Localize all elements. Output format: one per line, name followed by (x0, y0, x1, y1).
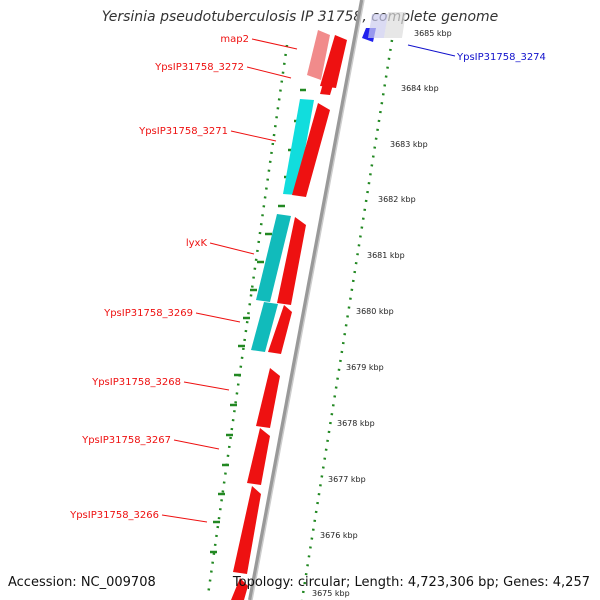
tick-label: 3684 kbp (401, 84, 439, 93)
backbone-line-shadow (251, 0, 365, 600)
gene-label-3269: YpsIP31758_3269 (103, 308, 193, 319)
gene-label-3274: YpsIP31758_3274 (456, 52, 546, 63)
gene-label-3266: YpsIP31758_3266 (69, 510, 159, 521)
cds-block-3269 (251, 302, 278, 352)
gene-label-map2: map2 (220, 34, 249, 45)
leader-lines (161, 38, 456, 523)
cds-block-3271 (283, 99, 314, 195)
reverse-gene-faded (368, 14, 388, 38)
gene-arrow-bottom (231, 578, 248, 600)
gene-arrow-3271 (292, 103, 330, 197)
gene-label-3268: YpsIP31758_3268 (91, 377, 181, 388)
backbone-line (248, 0, 364, 600)
tick-label: 3680 kbp (356, 307, 394, 316)
tick-label: 3681 kbp (367, 251, 405, 260)
tick-label: 3685 kbp (414, 29, 452, 38)
gene-arrow-3272 (320, 80, 333, 95)
tick-label: 3679 kbp (346, 363, 384, 372)
cds-block-lyxK (256, 214, 291, 302)
tick-label: 3675 kbp (312, 589, 350, 598)
tick-label: 3683 kbp (390, 140, 428, 149)
accession-text: Accession: NC_009708 (8, 575, 156, 590)
topology-text: Topology: circular; Length: 4,723,306 bp… (232, 575, 590, 590)
gene-arrow-3266 (233, 486, 261, 574)
tick-label: 3678 kbp (337, 419, 375, 428)
gray-block (384, 12, 406, 38)
tick-label: 3682 kbp (378, 195, 416, 204)
forward-genes (231, 35, 347, 600)
gene-label-3267: YpsIP31758_3267 (81, 435, 171, 446)
gene-arrow-3269 (268, 305, 292, 354)
cds-blocks (251, 30, 330, 352)
tick-label: 3676 kbp (320, 531, 358, 540)
gene-arrow-lyxK (277, 217, 306, 305)
gene-label-3272: YpsIP31758_3272 (154, 62, 244, 73)
gene-label-3271: YpsIP31758_3271 (138, 126, 228, 137)
tick-label: 3677 kbp (328, 475, 366, 484)
gene-arrow-map2 (320, 35, 347, 88)
gene-arrow-3267 (247, 428, 270, 485)
tick-labels: 3685 kbp 3684 kbp 3683 kbp 3682 kbp 3681… (312, 29, 452, 598)
gene-arrow-3268 (256, 368, 280, 428)
gene-label-lyxK: lyxK (186, 238, 208, 249)
cds-block-map2 (307, 30, 330, 80)
